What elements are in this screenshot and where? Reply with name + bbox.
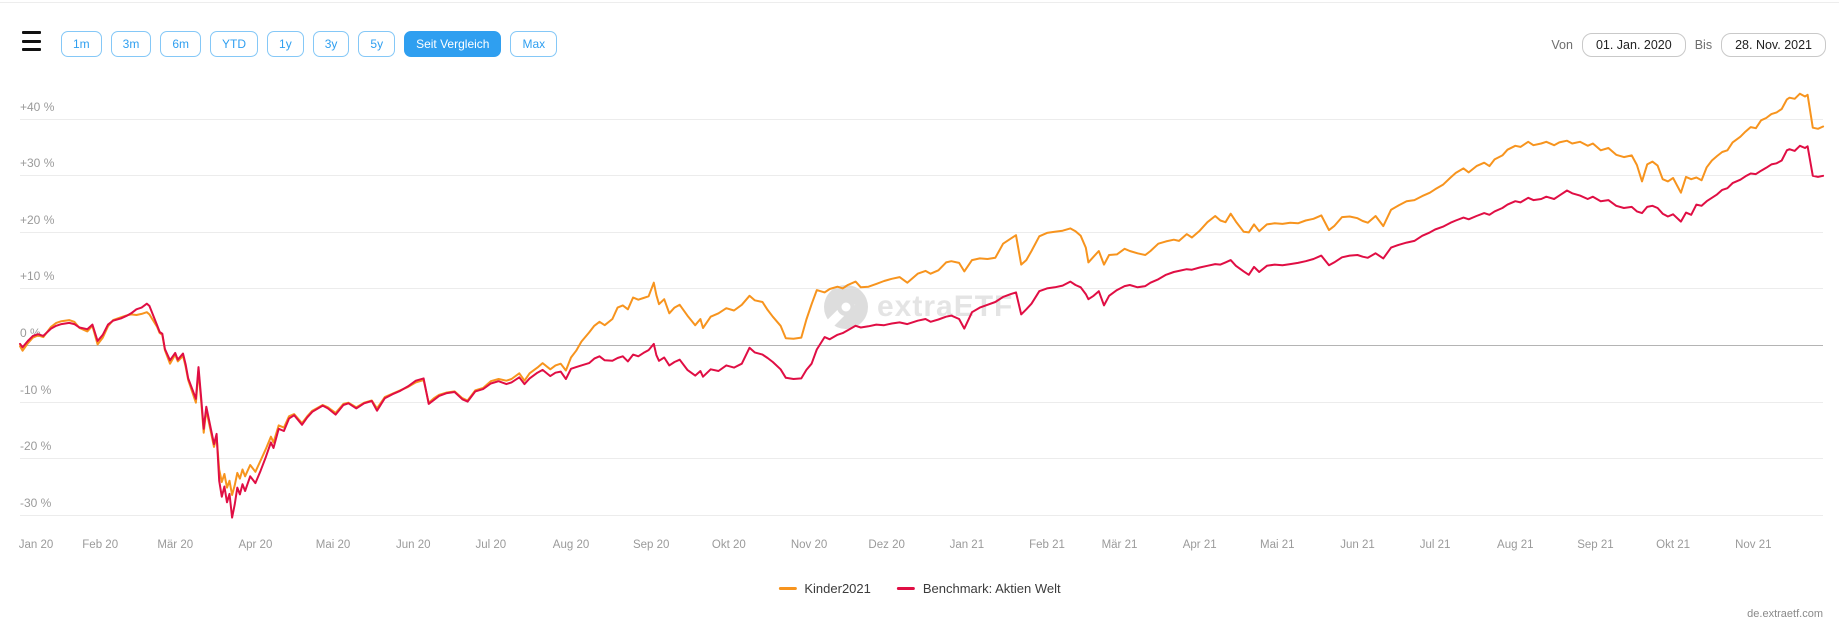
series-line-benchmark-aktien-welt[interactable] [19,144,1825,519]
source-url: de.extraetf.com [1747,608,1823,620]
range-button-max[interactable]: Max [510,31,558,57]
x-axis-label: Mär 21 [1101,539,1138,551]
x-axis-label: Apr 20 [238,539,273,551]
chart-legend: Kinder2021 Benchmark: Aktien Welt [778,581,1061,596]
x-axis-label: Nov 20 [790,539,828,551]
range-button-group: 1m 3m 6m YTD 1y 3y 5y Seit Vergleich Max [61,31,558,57]
x-axis-label: Okt 20 [711,539,746,551]
gridline--10 [20,401,1823,403]
x-axis-label: Jun 20 [395,539,431,551]
legend-label: Kinder2021 [804,581,871,596]
von-label: Von [1551,38,1573,52]
legend-swatch-icon [778,587,797,590]
legend-label: Benchmark: Aktien Welt [922,581,1061,596]
x-axis-label: Sep 20 [632,539,670,551]
gridline-10 [20,288,1823,290]
menu-icon[interactable] [22,31,41,51]
x-axis-label: Feb 20 [82,539,119,551]
legend-item-benchmark-aktien-welt[interactable]: Benchmark: Aktien Welt [896,581,1061,596]
range-button-3y[interactable]: 3y [312,31,350,57]
gridline-20 [20,231,1823,233]
y-axis-label: -20 % [20,439,52,454]
y-axis-label: +40 % [20,99,55,114]
range-button-3m[interactable]: 3m [110,31,152,57]
x-axis-label: Dez 20 [868,539,905,551]
x-axis-label: Aug 20 [552,539,590,551]
von-date-input[interactable]: 01. Jan. 2020 [1581,33,1686,57]
gridline-40 [20,118,1823,120]
y-axis-label: +10 % [20,269,55,284]
range-button-1m[interactable]: 1m [61,31,102,57]
x-axis-label: Jul 21 [1419,539,1451,551]
x-axis-label: Apr 21 [1182,539,1217,551]
legend-item-kinder2021[interactable]: Kinder2021 [778,581,871,596]
range-button-5y[interactable]: 5y [358,31,396,57]
range-button-6m[interactable]: 6m [160,31,202,57]
gridline--30 [20,514,1823,516]
bis-label: Bis [1694,38,1713,52]
x-axis-label: Mai 21 [1260,539,1295,551]
x-axis-label: Nov 21 [1735,539,1772,551]
x-axis-label: Jun 21 [1340,539,1375,551]
gridline--20 [20,458,1823,460]
range-button-seit-vergleich[interactable]: Seit Vergleich [404,31,502,57]
bis-date-input[interactable]: 28. Nov. 2021 [1721,33,1826,57]
x-axis-label: Sep 21 [1577,539,1614,551]
top-divider [0,2,1839,3]
date-range-filter: Von 01. Jan. 2020 Bis 28. Nov. 2021 [1551,33,1826,57]
y-axis-label: -30 % [20,495,52,510]
legend-swatch-icon [896,587,915,590]
x-axis-label: Feb 21 [1029,539,1065,551]
x-axis-label: Okt 21 [1656,539,1691,551]
x-axis-label: Mai 20 [315,539,351,551]
range-button-1y[interactable]: 1y [267,31,304,57]
range-button-ytd[interactable]: YTD [210,31,259,57]
y-axis-label: +30 % [20,156,55,171]
gridline-30 [20,175,1823,177]
x-axis-label: Mär 20 [157,539,194,551]
series-line-kinder2021[interactable] [19,92,1825,496]
gridline-0 [20,345,1823,346]
x-axis-label: Jan 21 [949,539,985,551]
x-axis-label: Jul 20 [475,539,507,551]
y-axis-label: -10 % [20,382,52,397]
x-axis-label: Jan 20 [18,539,54,551]
y-axis-label: +20 % [20,212,55,227]
x-axis-label: Aug 21 [1497,539,1534,551]
